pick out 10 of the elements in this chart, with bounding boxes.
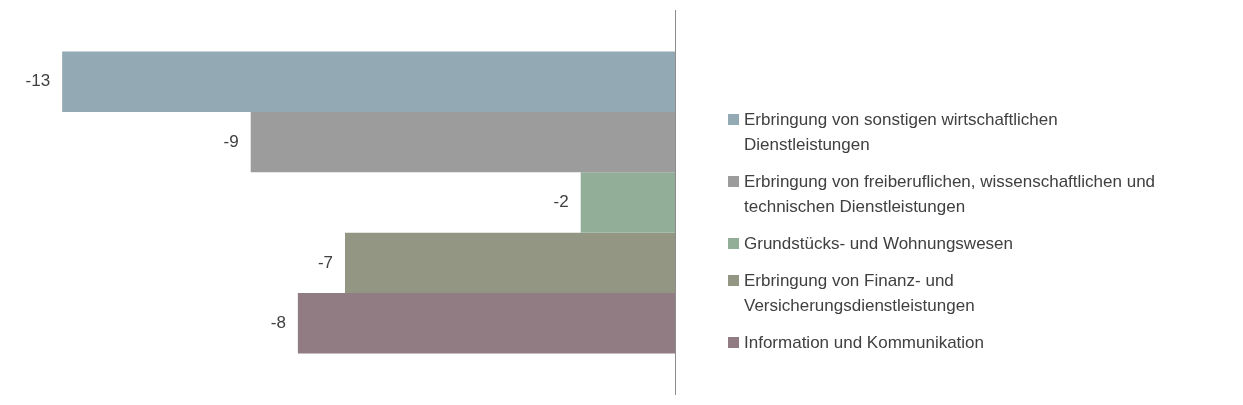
legend-label: Erbringung von freiberuflichen, wissenschaftlichen und technischen Dienstleistungen [744, 171, 1157, 218]
legend-label: Erbringung von Finanz- und Versicherungsdienstleistungen [744, 270, 976, 317]
legend-label: Erbringung von sonstigen wirtschaftlichen Dienstleistungen [744, 109, 1059, 156]
data-label: -8 [270, 312, 286, 332]
data-label: -2 [553, 192, 569, 212]
legend-label: Grundstücks- und Wohnungswesen [744, 233, 1014, 255]
data-label: -7 [317, 252, 333, 272]
data-label: -13 [25, 71, 51, 91]
legend-label: Information und Kommunikation [744, 332, 985, 354]
data-label: -9 [223, 131, 239, 151]
